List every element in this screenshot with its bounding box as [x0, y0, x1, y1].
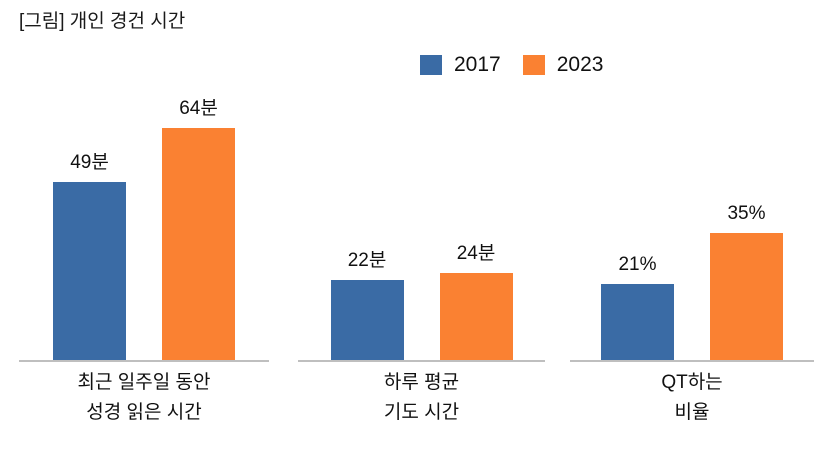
- bar-2017-group-1: [53, 182, 126, 360]
- bar-value-label: 35%: [727, 203, 766, 224]
- chart-group-prayer-time: 22분 24분: [298, 100, 545, 362]
- legend-item-2023: 2023: [522, 53, 604, 77]
- category-line: 하루 평균: [383, 372, 460, 393]
- bar-pair: 49분 64분: [19, 97, 269, 360]
- bar-2023-group-1: [162, 128, 235, 360]
- legend-label-2023: 2023: [556, 53, 604, 76]
- legend-swatch-2023: [522, 55, 545, 75]
- bar-column-2017: 21%: [601, 253, 674, 360]
- bar-2017-group-2: [330, 280, 404, 360]
- bar-pair: 22분 24분: [298, 100, 545, 360]
- legend-label-2017: 2017: [454, 53, 501, 76]
- category-line: 최근 일주일 동안: [77, 372, 211, 393]
- category-label-prayer-time: 하루 평균 기도 시간: [298, 368, 545, 428]
- bar-pair: 21% 35%: [570, 100, 814, 360]
- bar-2023-group-2: [439, 273, 513, 360]
- bar-column-2023: 24분: [439, 242, 513, 360]
- bar-2017-group-3: [601, 284, 674, 360]
- category-line: 기도 시간: [383, 402, 460, 423]
- bar-column-2017: 49분: [53, 151, 126, 360]
- category-line: 성경 읽은 시간: [86, 402, 202, 423]
- bar-column-2023: 35%: [710, 202, 783, 360]
- bar-value-label: 21%: [618, 254, 657, 275]
- bar-value-label: 64분: [179, 98, 218, 119]
- bar-column-2023: 64분: [162, 97, 235, 360]
- bar-value-label: 24분: [456, 243, 496, 264]
- legend: 2017 2023: [420, 53, 603, 77]
- category-label-qt-ratio: QT하는 비율: [570, 368, 814, 428]
- bar-2023-group-3: [710, 233, 783, 360]
- bar-value-label: 22분: [347, 250, 387, 271]
- category-label-bible-reading: 최근 일주일 동안 성경 읽은 시간: [19, 368, 269, 428]
- legend-item-2017: 2017: [420, 53, 501, 77]
- bar-value-label: 49분: [70, 152, 109, 173]
- legend-swatch-2017: [420, 55, 442, 75]
- category-line: 비율: [674, 402, 710, 423]
- chart-title: [그림] 개인 경건 시간: [19, 11, 186, 32]
- chart-group-bible-reading: 49분 64분: [19, 97, 269, 362]
- bar-column-2017: 22분: [330, 249, 404, 360]
- category-line: QT하는: [661, 372, 723, 393]
- chart-group-qt-ratio: 21% 35%: [570, 100, 814, 362]
